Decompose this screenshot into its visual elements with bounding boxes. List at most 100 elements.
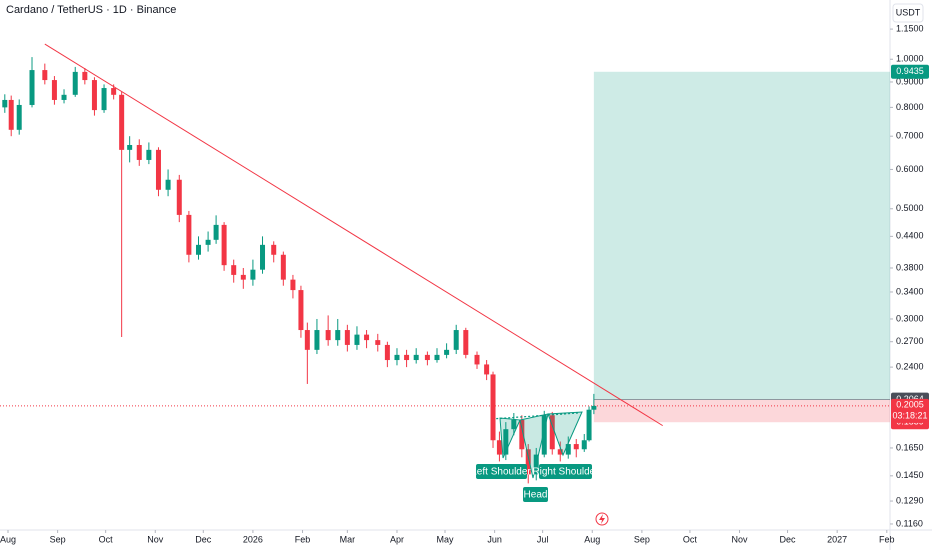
- countdown: 03:18:21: [892, 410, 927, 420]
- x-tick-label: Dec: [780, 534, 797, 544]
- x-tick-label: Nov: [732, 534, 749, 544]
- candle-body: [511, 419, 517, 430]
- candle-body: [195, 244, 201, 255]
- candle-body: [146, 149, 152, 160]
- x-tick-label: Sep: [50, 534, 66, 544]
- x-tick-label: May: [436, 534, 454, 544]
- x-tick-label: Aug: [0, 534, 16, 544]
- last-price-box: [891, 398, 929, 423]
- event-bolt: [599, 514, 605, 524]
- candle-body: [29, 70, 35, 105]
- currency: USDT: [896, 7, 921, 17]
- candle-body: [557, 449, 563, 455]
- candle-body: [240, 274, 246, 280]
- y-tick-label: 0.2400: [896, 361, 924, 371]
- candle-body: [304, 330, 310, 350]
- annotation-left-shoulder: Left Shoulder: [471, 467, 531, 478]
- candle-body: [221, 224, 227, 266]
- candle-body: [484, 364, 490, 375]
- pattern-right-shoulder: [547, 411, 583, 457]
- candle-body: [2, 99, 8, 108]
- x-tick-label: Dec: [195, 534, 212, 544]
- x-tick-label: Jul: [537, 534, 549, 544]
- last-price-label: 0.2005: [896, 399, 924, 409]
- annotation-head: Head: [524, 490, 548, 501]
- candle-body: [549, 415, 555, 450]
- candle-body: [573, 444, 579, 450]
- candle-body: [51, 80, 57, 100]
- candle-body: [434, 354, 440, 361]
- y-tick-label: 0.2700: [896, 336, 924, 346]
- y-tick-label: 0.1160: [896, 518, 923, 528]
- candle-body: [453, 330, 459, 350]
- candle-body: [474, 354, 480, 365]
- plot-area: [0, 43, 890, 484]
- y-tick-label: 0.3800: [896, 262, 924, 272]
- candle-body: [72, 71, 78, 95]
- y-tick-label: 0.7000: [896, 131, 924, 141]
- candle-body: [136, 144, 142, 160]
- candle-body: [61, 94, 67, 100]
- x-tick-label: Feb: [295, 534, 311, 544]
- candle-body: [364, 334, 370, 341]
- y-tick-label: 1.1500: [896, 23, 924, 33]
- candle-body: [490, 374, 496, 441]
- x-tick-label: 2026: [243, 534, 263, 544]
- x-tick-label: 2027: [827, 534, 847, 544]
- candle-body: [16, 104, 22, 130]
- neckline: [496, 412, 578, 420]
- candle-body: [519, 419, 525, 450]
- candle-body: [591, 405, 597, 410]
- y-tick-label: 0.3000: [896, 313, 924, 323]
- currency-box: [892, 3, 924, 23]
- candle-body: [205, 239, 211, 245]
- target-zone: [593, 71, 890, 400]
- annotation-box: [476, 464, 527, 479]
- y-tick-label: 0.3400: [896, 286, 924, 296]
- candle-body: [444, 349, 450, 355]
- candle-body: [260, 244, 266, 270]
- candle-body: [101, 88, 107, 111]
- candle-body: [111, 88, 117, 95]
- y-tick-label: 0.4400: [896, 231, 924, 241]
- y-tick-label: 0.8000: [896, 102, 924, 112]
- candle-body: [280, 254, 286, 280]
- candle-body: [155, 149, 161, 190]
- candle-body: [127, 144, 133, 150]
- x-tick-label: Oct: [683, 534, 698, 544]
- candle-body: [335, 330, 341, 341]
- annotation-box: [539, 464, 592, 479]
- x-tick-label: Mar: [340, 534, 356, 544]
- candle-body: [586, 409, 592, 441]
- target-label: 0.9435: [896, 66, 924, 76]
- candle-body: [91, 80, 97, 111]
- x-tick-label: Oct: [99, 534, 114, 544]
- candle-body: [384, 344, 390, 361]
- candle-body: [565, 444, 571, 455]
- x-tick-label: Feb: [879, 534, 895, 544]
- event-icon: [595, 512, 609, 526]
- x-tick-label: Nov: [147, 534, 164, 544]
- candle-body: [176, 179, 182, 215]
- candle-body: [463, 330, 469, 355]
- y-tick-label: 0.6000: [896, 164, 924, 174]
- candle-body: [213, 224, 219, 240]
- candle-body: [354, 334, 360, 345]
- candle-body: [250, 269, 256, 280]
- y-tick-label: 1.0000: [896, 54, 924, 64]
- y-tick-label: 0.1650: [896, 442, 924, 452]
- candle-body: [314, 330, 320, 350]
- candle-body: [186, 214, 192, 255]
- candle-body: [404, 354, 410, 361]
- y-tick-label: 0.1450: [896, 470, 924, 480]
- candle-body: [8, 99, 14, 130]
- candle-body: [325, 330, 331, 341]
- candle-body: [424, 354, 430, 361]
- y-tick-label: 0.1290: [896, 495, 924, 505]
- target-label-box: [891, 64, 929, 79]
- pattern-head: [519, 413, 549, 479]
- candle-body: [394, 354, 400, 361]
- candle-body: [119, 94, 125, 150]
